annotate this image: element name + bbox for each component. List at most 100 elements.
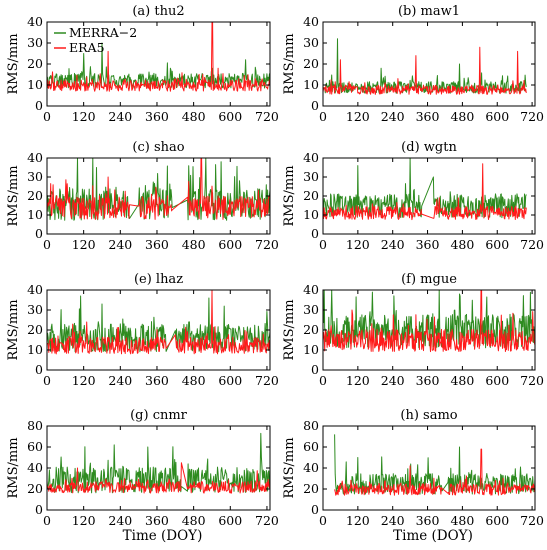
x-tick-label: 720 (520, 237, 544, 252)
y-tick-label: 10 (303, 342, 319, 357)
panel-7: (g) cnmr 0 120 240 360 480 600 720 0 20 40 60 80 RMS/… (6, 408, 279, 544)
y-axis-label: RMS/mm (6, 299, 21, 360)
panel-1: (a) thu2 0 120 240 360 480 600 720 0 10 20 30 40 RMS/… (6, 4, 279, 124)
x-tick-label: 120 (72, 373, 96, 388)
series-merra2-line (47, 432, 270, 494)
x-tick-label: 480 (450, 373, 474, 388)
y-tick-label: 40 (27, 150, 43, 165)
y-tick-label: 10 (27, 77, 43, 92)
series-era5-line (334, 448, 535, 496)
y-tick-label: 30 (27, 302, 43, 317)
y-tick-label: 0 (311, 98, 319, 113)
y-tick-label: 30 (303, 169, 319, 184)
y-tick-label: 20 (27, 188, 43, 203)
y-tick-label: 0 (35, 226, 43, 241)
x-tick-label: 480 (182, 237, 206, 252)
x-tick-label: 0 (43, 237, 51, 252)
y-axis-label: RMS/mm (282, 165, 297, 226)
panel-title: (g) cnmr (130, 408, 188, 423)
y-tick-label: 40 (303, 14, 319, 29)
y-tick-label: 0 (311, 226, 319, 241)
y-tick-label: 0 (311, 502, 319, 517)
series-era5-line (323, 163, 527, 221)
y-tick-label: 40 (27, 282, 43, 297)
x-tick-label: 480 (450, 237, 474, 252)
y-tick-label: 60 (303, 439, 319, 454)
x-tick-label: 240 (108, 373, 132, 388)
y-tick-label: 0 (35, 502, 43, 517)
panel-6: (f) mgue 0 120 240 360 480 600 720 0 10 20 30 40 RMS/… (282, 272, 544, 388)
y-axis-label: RMS/mm (6, 165, 21, 226)
y-tick-label: 30 (303, 35, 319, 50)
y-tick-label: 20 (27, 56, 43, 71)
y-tick-label: 30 (27, 169, 43, 184)
y-tick-label: 30 (303, 302, 319, 317)
y-tick-label: 80 (27, 418, 43, 433)
x-tick-label: 480 (182, 373, 206, 388)
y-axis-label: RMS/mm (282, 437, 297, 498)
panel-title: (f) mgue (401, 272, 457, 287)
x-axis-label: Time (DOY) (393, 528, 473, 544)
x-tick-label: 360 (145, 109, 169, 124)
x-tick-label: 360 (416, 237, 440, 252)
y-tick-label: 40 (303, 460, 319, 475)
x-tick-label: 120 (346, 109, 370, 124)
x-tick-label: 0 (319, 513, 327, 528)
x-tick-label: 720 (255, 373, 279, 388)
y-axis-label: RMS/mm (282, 33, 297, 94)
series-merra2-line (323, 290, 535, 349)
x-tick-label: 240 (108, 109, 132, 124)
y-axis-label: RMS/mm (282, 299, 297, 360)
x-tick-label: 240 (108, 513, 132, 528)
panel-title: (e) lhaz (134, 272, 183, 287)
legend-entry: MERRA−2 (69, 25, 137, 40)
y-tick-label: 30 (27, 35, 43, 50)
series-era5-line (323, 290, 535, 353)
x-tick-label: 600 (218, 513, 242, 528)
series-era5-line (323, 46, 527, 95)
y-tick-label: 20 (27, 481, 43, 496)
x-tick-label: 720 (255, 513, 279, 528)
x-tick-label: 240 (381, 109, 405, 124)
x-tick-label: 120 (346, 237, 370, 252)
x-tick-label: 120 (72, 237, 96, 252)
x-tick-label: 600 (485, 373, 509, 388)
series-merra2-line (334, 434, 535, 495)
series-merra2-line (323, 38, 527, 94)
x-tick-label: 0 (43, 513, 51, 528)
y-tick-label: 10 (27, 342, 43, 357)
series-era5-line (47, 22, 270, 92)
plot-frame (322, 157, 536, 235)
y-tick-label: 0 (35, 98, 43, 113)
x-tick-label: 600 (485, 513, 509, 528)
x-tick-label: 240 (381, 373, 405, 388)
y-tick-label: 10 (27, 207, 43, 222)
x-tick-label: 120 (72, 109, 96, 124)
x-tick-label: 600 (218, 237, 242, 252)
series-merra2-line (47, 295, 270, 353)
y-tick-label: 0 (311, 362, 319, 377)
x-tick-label: 720 (520, 373, 544, 388)
x-tick-label: 720 (520, 513, 544, 528)
x-tick-label: 0 (319, 237, 327, 252)
x-tick-label: 360 (416, 373, 440, 388)
x-tick-label: 480 (182, 513, 206, 528)
panel-title: (a) thu2 (132, 4, 184, 19)
x-tick-label: 600 (485, 237, 509, 252)
x-tick-label: 600 (218, 373, 242, 388)
y-tick-label: 20 (303, 481, 319, 496)
series-era5-line (47, 158, 270, 220)
series-merra2-line (323, 158, 527, 219)
y-tick-label: 60 (27, 439, 43, 454)
y-tick-label: 10 (303, 207, 319, 222)
y-tick-label: 40 (27, 14, 43, 29)
x-tick-label: 480 (450, 109, 474, 124)
x-tick-label: 360 (416, 513, 440, 528)
y-axis-label: RMS/mm (6, 33, 21, 94)
panel-title: (h) samo (400, 408, 457, 423)
x-tick-label: 360 (145, 513, 169, 528)
